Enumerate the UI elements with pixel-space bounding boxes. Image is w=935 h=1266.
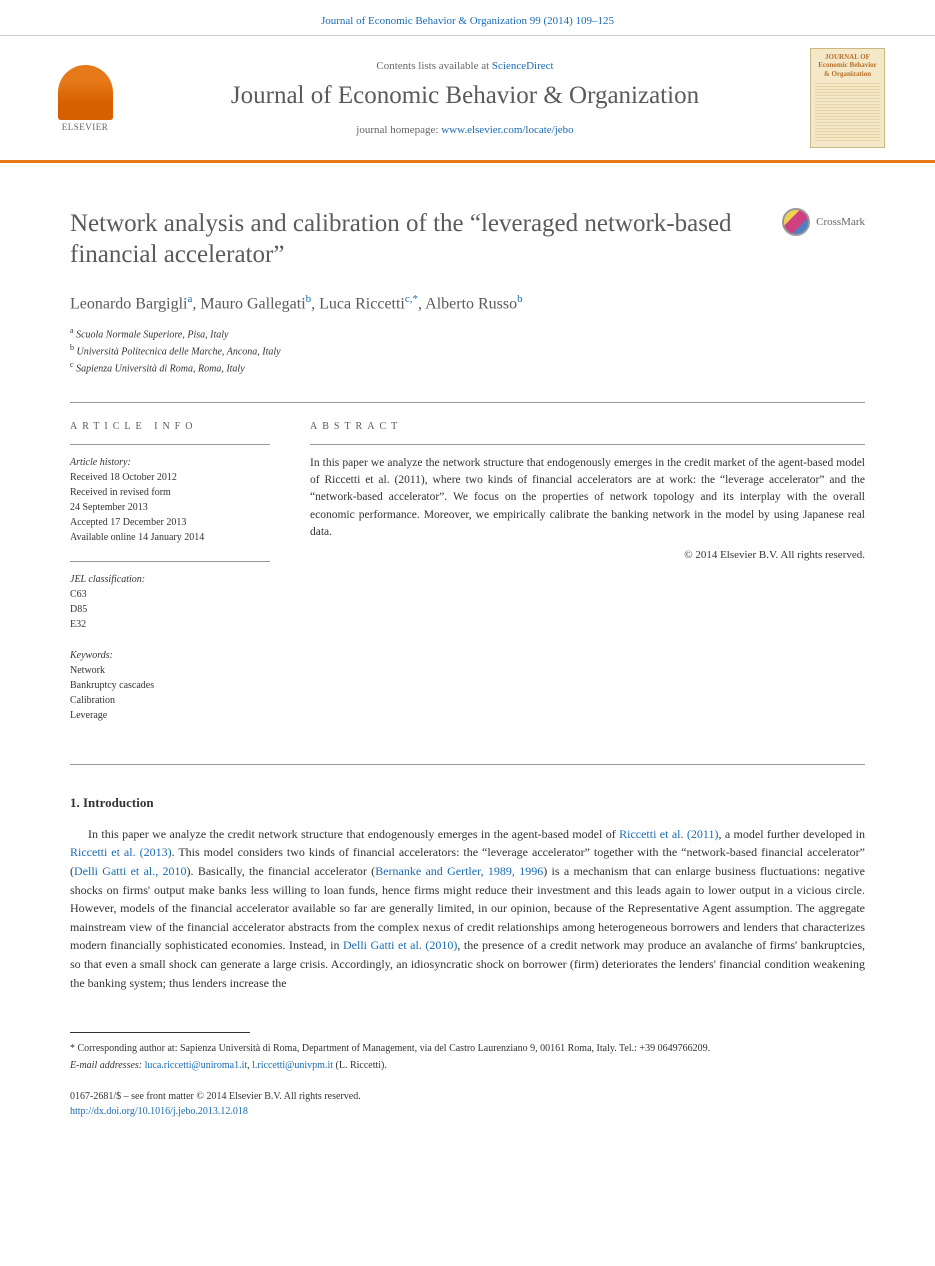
email-link-1[interactable]: luca.riccetti@uniroma1.it <box>145 1060 248 1071</box>
elsevier-tree-icon <box>58 65 113 120</box>
info-abstract-row: ARTICLE INFO Article history: Received 1… <box>70 403 865 764</box>
history-heading: Article history: <box>70 455 270 470</box>
email-link-2[interactable]: l.riccetti@univpm.it <box>252 1060 333 1071</box>
cover-title: JOURNAL OF Economic Behavior & Organizat… <box>815 53 880 78</box>
jel-heading: JEL classification: <box>70 572 270 587</box>
abstract-copyright: © 2014 Elsevier B.V. All rights reserved… <box>310 549 865 561</box>
affiliations: a Scuola Normale Superiore, Pisa, Italyb… <box>70 325 865 377</box>
jel-code: E32 <box>70 617 270 632</box>
elsevier-logo[interactable]: ELSEVIER <box>50 58 120 138</box>
section-introduction: 1. Introduction In this paper we analyze… <box>70 795 865 992</box>
issn-line: 0167-2681/$ – see front matter © 2014 El… <box>70 1089 865 1104</box>
homepage-link[interactable]: www.elsevier.com/locate/jebo <box>441 124 573 136</box>
keyword: Bankruptcy cascades <box>70 678 270 693</box>
jel-code: C63 <box>70 587 270 602</box>
authors-line: Leonardo Bargiglia, Mauro Gallegatib, Lu… <box>70 293 865 313</box>
abstract-text: In this paper we analyze the network str… <box>310 455 865 541</box>
divider <box>70 561 270 562</box>
cover-body <box>815 81 880 141</box>
email-label: E-mail addresses: <box>70 1060 145 1071</box>
masthead-center: Contents lists available at ScienceDirec… <box>140 60 790 136</box>
article-body: Network analysis and calibration of the … <box>0 163 935 1149</box>
article-title: Network analysis and calibration of the … <box>70 208 782 271</box>
journal-homepage: journal homepage: www.elsevier.com/locat… <box>140 124 790 136</box>
crossmark-label: CrossMark <box>816 216 865 228</box>
article-history: Article history: Received 18 October 201… <box>70 455 270 545</box>
keyword: Leverage <box>70 708 270 723</box>
history-line: Available online 14 January 2014 <box>70 530 270 545</box>
running-head: Journal of Economic Behavior & Organizat… <box>0 0 935 35</box>
divider <box>70 444 270 445</box>
email-addresses: E-mail addresses: luca.riccetti@uniroma1… <box>70 1058 865 1073</box>
citation-link[interactable]: Journal of Economic Behavior & Organizat… <box>321 15 614 27</box>
affiliation-line: a Scuola Normale Superiore, Pisa, Italy <box>70 325 865 342</box>
journal-masthead: ELSEVIER Contents lists available at Sci… <box>0 35 935 163</box>
crossmark-widget[interactable]: CrossMark <box>782 208 865 236</box>
sciencedirect-link[interactable]: ScienceDirect <box>492 60 554 72</box>
contents-prefix: Contents lists available at <box>376 60 491 72</box>
history-line: Accepted 17 December 2013 <box>70 515 270 530</box>
section-heading: 1. Introduction <box>70 795 865 811</box>
abstract-column: ABSTRACT In this paper we analyze the ne… <box>310 421 865 739</box>
divider <box>310 444 865 445</box>
divider <box>70 764 865 765</box>
footnote-rule <box>70 1032 250 1041</box>
journal-title: Journal of Economic Behavior & Organizat… <box>140 82 790 110</box>
journal-cover-thumbnail[interactable]: JOURNAL OF Economic Behavior & Organizat… <box>810 48 885 148</box>
keywords-heading: Keywords: <box>70 648 270 663</box>
contents-available: Contents lists available at ScienceDirec… <box>140 60 790 72</box>
jel-block: JEL classification: C63D85E32 <box>70 572 270 632</box>
keywords-block: Keywords: NetworkBankruptcy cascadesCali… <box>70 648 270 723</box>
homepage-prefix: journal homepage: <box>356 124 441 136</box>
jel-code: D85 <box>70 602 270 617</box>
intro-paragraph: In this paper we analyze the credit netw… <box>70 825 865 992</box>
history-line: Received in revised form <box>70 485 270 500</box>
keyword: Network <box>70 663 270 678</box>
affiliation-line: b Università Politecnica delle Marche, A… <box>70 342 865 359</box>
article-footer: 0167-2681/$ – see front matter © 2014 El… <box>70 1089 865 1119</box>
article-info-label: ARTICLE INFO <box>70 421 270 432</box>
abstract-label: ABSTRACT <box>310 421 865 432</box>
doi-link[interactable]: http://dx.doi.org/10.1016/j.jebo.2013.12… <box>70 1106 248 1117</box>
keyword: Calibration <box>70 693 270 708</box>
history-line: 24 September 2013 <box>70 500 270 515</box>
history-line: Received 18 October 2012 <box>70 470 270 485</box>
elsevier-label: ELSEVIER <box>62 122 109 132</box>
crossmark-icon <box>782 208 810 236</box>
email-tail: (L. Riccetti). <box>333 1060 387 1071</box>
article-info-column: ARTICLE INFO Article history: Received 1… <box>70 421 270 739</box>
corresponding-author-note: * Corresponding author at: Sapienza Univ… <box>70 1041 865 1056</box>
title-row: Network analysis and calibration of the … <box>70 208 865 271</box>
footnotes-block: * Corresponding author at: Sapienza Univ… <box>70 1041 865 1073</box>
affiliation-line: c Sapienza Università di Roma, Roma, Ita… <box>70 359 865 376</box>
